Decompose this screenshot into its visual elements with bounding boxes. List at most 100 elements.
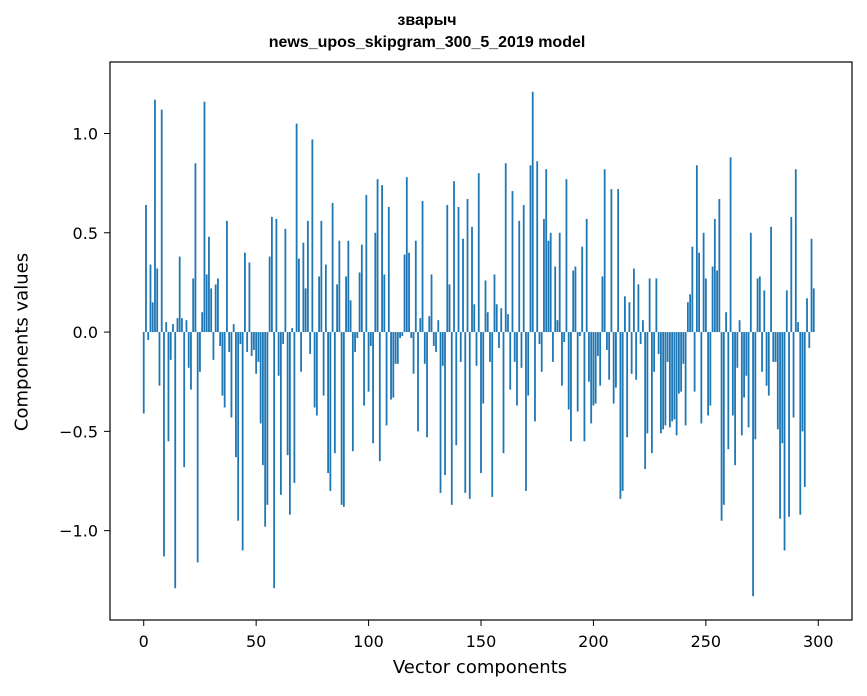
bar-57 [270,216,273,333]
bar-46 [246,332,249,352]
x-tick-label: 200 [578,632,609,651]
bar-41 [235,332,237,458]
bar-199 [590,332,593,424]
bar-47 [248,262,251,333]
bar-75 [311,139,314,333]
bar-283 [779,332,781,519]
bar-207 [608,332,611,380]
bar-245 [693,332,696,392]
bar-290 [794,169,797,333]
bar-209 [612,332,615,404]
bar-122 [417,332,419,432]
bar-293 [801,332,804,432]
bar-13 [172,324,174,333]
bar-98 [363,332,365,406]
bar-167 [518,220,521,333]
bar-129 [432,332,435,346]
bar-18 [183,332,186,468]
bar-59 [275,218,278,333]
bar-100 [367,332,370,392]
bar-222 [641,320,644,333]
bar-153 [486,312,489,333]
bar-121 [414,240,417,333]
chart-subtitle: news_upos_skipgram_300_5_2019 model [268,34,586,51]
bar-78 [318,276,321,333]
bar-9 [163,332,165,557]
bar-198 [588,332,590,382]
bar-112 [394,332,397,364]
bar-132 [439,332,442,493]
bar-220 [637,284,640,333]
x-tick-label: 150 [466,632,497,651]
bar-144 [466,199,469,333]
bar-224 [646,332,649,434]
bar-5 [154,99,156,333]
bar-159 [500,308,503,333]
bar-227 [653,332,656,372]
bar-76 [313,332,316,408]
bar-85 [333,332,336,454]
bar-105 [378,332,381,462]
y-tick-label: 0.5 [73,224,98,243]
bar-263 [734,332,736,466]
bar-118 [408,252,410,333]
bar-162 [507,314,509,333]
bar-137 [450,332,453,505]
bar-251 [707,332,709,416]
bar-258 [722,332,725,505]
bar-244 [691,246,694,333]
bar-90 [345,276,347,333]
bar-176 [538,332,541,344]
bar-179 [545,169,548,333]
bar-193 [576,332,579,412]
bar-16 [178,256,181,333]
bar-43 [239,332,242,344]
bar-54 [264,332,267,527]
bar-185 [558,232,561,333]
bar-130 [435,332,437,352]
bar-147 [473,304,476,333]
bar-190 [570,332,572,442]
bar-259 [725,312,727,333]
bar-294 [803,332,806,487]
bar-142 [462,238,464,333]
bar-83 [329,332,332,491]
x-tick-label: 0 [139,632,149,651]
bar-260 [727,332,730,450]
bar-201 [594,332,597,404]
bar-60 [277,332,280,376]
bar-152 [484,280,487,333]
bar-119 [410,332,413,339]
bar-157 [495,304,498,333]
bar-56 [268,256,271,333]
bar-107 [383,274,386,333]
bar-277 [765,332,768,386]
bar-287 [788,332,790,517]
bar-0 [142,332,145,414]
bar-136 [448,284,451,333]
bar-282 [776,332,779,430]
bar-87 [338,240,341,333]
bar-170 [525,332,527,491]
bar-80 [322,332,325,396]
y-tick-label: 0.0 [73,323,98,342]
bar-38 [228,332,231,352]
bar-94 [354,332,356,352]
bar-34 [219,332,222,346]
bar-191 [572,270,575,333]
bar-120 [412,332,415,374]
bar-211 [617,189,620,333]
bar-240 [682,332,685,364]
bar-36 [223,332,226,408]
bar-117 [405,177,408,333]
bar-171 [527,332,530,396]
bar-267 [743,332,745,398]
bar-140 [457,206,460,333]
bar-255 [716,270,718,333]
bar-67 [293,332,296,483]
bar-205 [603,169,606,333]
bar-289 [792,332,795,418]
bar-27 [203,101,206,333]
bar-116 [403,254,406,333]
